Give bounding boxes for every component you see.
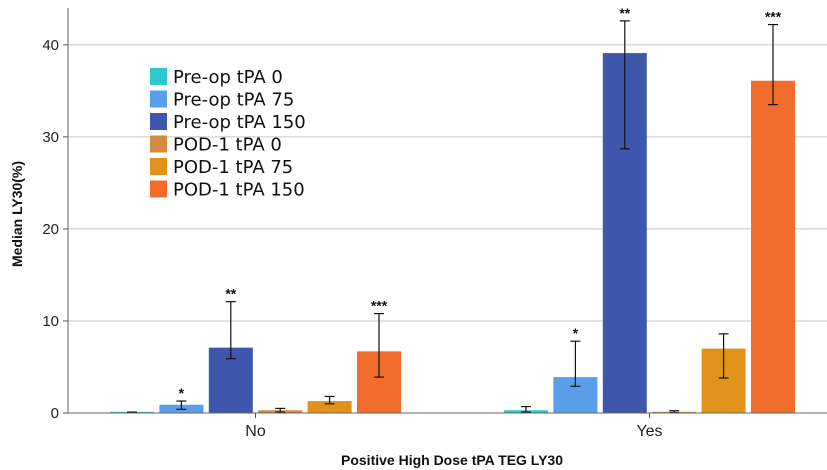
legend-swatch (150, 68, 167, 85)
legend-label: Pre-op tPA 0 (173, 67, 283, 88)
legend-label: POD-1 tPA 75 (173, 157, 293, 178)
error-bars-layer: ********* *** (127, 5, 782, 414)
x-axis-title: Positive High Dose tPA TEG LY30 (341, 452, 563, 468)
legend-swatch (150, 158, 167, 175)
legend-label: POD-1 tPA 150 (173, 180, 305, 201)
gridlines (68, 44, 827, 322)
legend-swatch (150, 135, 167, 153)
significance-label: * (179, 385, 185, 401)
legend-swatch (150, 180, 167, 198)
bars-layer (110, 53, 795, 414)
legend-label: POD-1 tPA 0 (173, 135, 282, 156)
legend-swatch (150, 113, 167, 130)
significance-label: ** (225, 286, 236, 302)
legend-label: Pre-op tPA 150 (173, 112, 306, 133)
x-tick-label: No (245, 423, 266, 440)
legend-swatch (150, 90, 167, 108)
bar (307, 401, 352, 413)
y-axis-title: Median LY30(%) (9, 161, 25, 267)
y-tick-label: 20 (42, 221, 59, 238)
significance-label: *** (371, 298, 388, 314)
y-tick-label: 40 (42, 37, 59, 54)
y-tick-label: 0 (51, 405, 59, 422)
y-tick-label: 10 (42, 313, 59, 330)
significance-label: * (573, 325, 579, 341)
bar (751, 80, 795, 413)
x-tick-label: Yes (636, 423, 662, 440)
axes-layer: 0 10 20 30 40 No Yes (42, 8, 827, 440)
y-tick-label: 30 (42, 129, 59, 146)
significance-label: *** (765, 9, 782, 25)
legend-label: Pre-op tPA 75 (173, 90, 294, 111)
significance-label: ** (619, 5, 630, 21)
